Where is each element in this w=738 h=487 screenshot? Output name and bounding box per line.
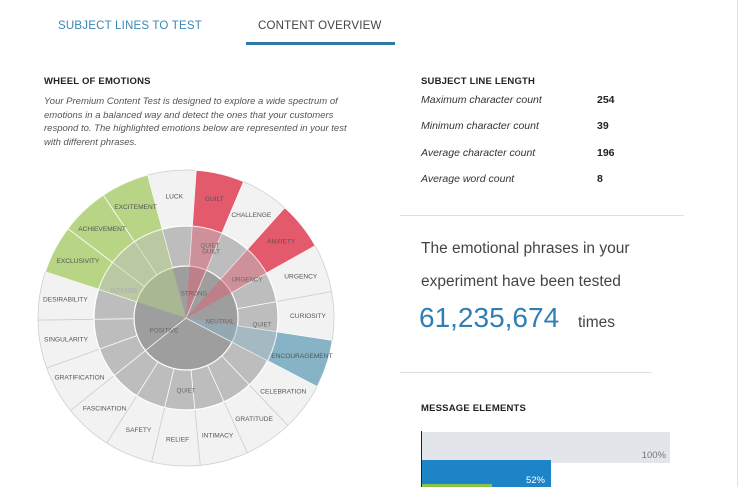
wheel-middle-divider (220, 249, 248, 280)
wheel-middle-divider (207, 365, 225, 402)
metric-label-max-chars: Maximum character count (421, 94, 542, 106)
wheel-highlight-overlay (98, 226, 277, 361)
wheel-label-gratitude: GRATITUDE (235, 416, 273, 423)
metric-label-avg-chars: Average character count (421, 147, 536, 159)
wheel-outer-labels: LUCK GUILT CHALLENGE ANXIETY URGENCY CUR… (43, 193, 332, 443)
wheel-highlight-overlay-segment (134, 229, 186, 318)
wheel-middle-dividers (94, 226, 278, 410)
wheel-label-anxiety: ANXIETY (267, 238, 296, 245)
message-elements-total-bar: 100% (422, 432, 670, 463)
value-bar-label: 52% (525, 475, 545, 486)
wheel-middle-divider (136, 361, 159, 396)
wheel-middle-divider (189, 226, 193, 267)
wheel-label-excitement: EXCITEMENT (114, 204, 157, 211)
phrases-times-suffix: times (578, 314, 616, 331)
wheel-middle-divider (190, 369, 196, 410)
wheel-label-desirability: DESIRABILITY (43, 296, 88, 303)
wheel-middle-divider (94, 318, 135, 320)
wheel-inner-labels: POSITIVE NEUTRAL STRONG (150, 291, 235, 335)
wheel-label-singularity: SINGULARITY (44, 336, 89, 343)
message-elements-title: MESSAGE ELEMENTS (421, 403, 527, 414)
wheel-label-urgency: URGENCY (284, 274, 318, 281)
metric-label-avg-words: Average word count (421, 173, 515, 185)
wheel-title: WHEEL OF EMOTIONS (44, 76, 151, 87)
wheel-label-gratification: GRATIFICATION (55, 374, 105, 381)
section-divider-2 (400, 372, 652, 373)
wheel-middle-divider (237, 301, 277, 310)
wheel-highlight-overlay-segment (112, 241, 186, 318)
wheel-inner-divider (145, 317, 187, 351)
wheel-inner-divider (185, 317, 233, 343)
phrases-tested-count: 61,235,674 (419, 302, 560, 333)
wheel-label-challenge: CHALLENGE (231, 212, 272, 219)
wheel-middle-divider (134, 241, 158, 276)
wheel-mid-label-quiet-top: QUIET (201, 243, 220, 250)
message-elements-secondary-bar (422, 484, 492, 487)
tab-bar: SUBJECT LINES TO TEST CONTENT OVERVIEW (0, 0, 738, 46)
wheel-inner-label-positive: POSITIVE (150, 328, 179, 335)
section-divider (400, 215, 684, 216)
bar-chart-axis (421, 431, 422, 487)
total-bar-label: 100% (641, 450, 666, 461)
phrases-text-line1: The emotional phrases in your (421, 240, 630, 257)
wheel-label-celebration: CELEBRATION (260, 388, 306, 395)
message-elements-value-bar: 52% (422, 460, 551, 487)
wheel-highlight-overlay-segment (186, 226, 222, 318)
wheel-middle-divider (237, 325, 278, 333)
wheel-middle-divider (99, 335, 138, 350)
wheel-middle-divider (231, 341, 268, 362)
wheel-mid-label-quiet-bottom: QUIET (177, 388, 196, 395)
wheel-inner-label-neutral: NEUTRAL (206, 319, 235, 326)
wheel-label-encouragement: ENCOURAGEMENT (271, 353, 332, 360)
wheel-mid-label-quiet-right: QUIET (253, 322, 272, 329)
wheel-middle-divider (205, 233, 223, 271)
wheel-middle-divider (221, 355, 250, 386)
wheel-middle-divider (161, 229, 173, 268)
wheel-inner-label-strong: STRONG (181, 291, 208, 298)
wheel-label-luck: LUCK (166, 193, 184, 200)
wheel-label-fascination: FASCINATION (83, 406, 127, 413)
metric-label-min-chars: Minimum character count (421, 120, 539, 132)
wheel-highlight-overlay-segment (186, 318, 277, 361)
wheel-middle-divider (113, 350, 146, 376)
metric-value-avg-words: 8 (597, 173, 603, 185)
phrases-text-line2: experiment have been tested (421, 273, 621, 290)
tab-content-overview[interactable]: CONTENT OVERVIEW (258, 20, 382, 32)
wheel-mid-label-guilt: GUILT (202, 249, 220, 256)
wheel-middle-divider (231, 272, 267, 293)
emotion-wheel: LUCK GUILT CHALLENGE ANXIETY URGENCY CUR… (37, 169, 335, 467)
metric-value-max-chars: 254 (597, 94, 615, 106)
wheel-description: Your Premium Content Test is designed to… (44, 96, 347, 148)
subject-length-title: SUBJECT LINE LENGTH (421, 76, 536, 87)
wheel-mid-label-intense: INTENSE (111, 288, 138, 295)
wheel-highlight-overlay-segment (98, 262, 186, 318)
wheel-inner-divider (185, 269, 207, 319)
wheel-label-guilt: GUILT (205, 196, 224, 203)
wheel-middle-labels: QUIET GUILT URGENCY QUIET QUIET INTENSE (111, 243, 272, 395)
metric-value-min-chars: 39 (597, 120, 609, 132)
tab-subject-lines[interactable]: SUBJECT LINES TO TEST (58, 20, 202, 32)
wheel-highlight-overlay-segment (186, 249, 267, 318)
metric-value-avg-chars: 196 (597, 147, 615, 159)
wheel-label-intimacy: INTIMACY (202, 433, 234, 440)
wheel-middle-divider (164, 368, 175, 408)
wheel-middle-divider (112, 262, 145, 287)
wheel-inner-dividers (145, 269, 233, 351)
wheel-middle-divider (98, 288, 137, 303)
wheel-label-safety: SAFETY (126, 427, 152, 434)
active-tab-indicator (246, 42, 395, 45)
wheel-label-relief: RELIEF (166, 436, 189, 443)
wheel-label-achievement: ACHIEVEMENT (78, 226, 126, 233)
wheel-label-curiosity: CURIOSITY (290, 313, 327, 320)
wheel-mid-label-urgency: URGENCY (232, 277, 263, 284)
wheel-label-exclusivity: EXCLUSIVITY (56, 258, 99, 265)
